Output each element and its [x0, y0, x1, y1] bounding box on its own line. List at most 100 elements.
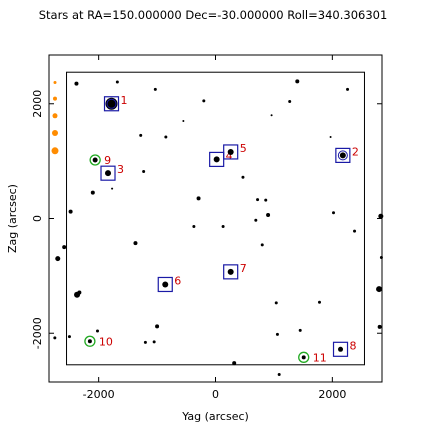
x-tick-label: -2000 — [83, 388, 115, 401]
field-star — [275, 332, 279, 336]
field-star — [376, 286, 383, 293]
legend-marker — [53, 81, 57, 85]
field-star — [264, 198, 268, 202]
star-8 — [338, 346, 344, 352]
field-star — [353, 229, 357, 233]
acq-circle-11 — [298, 351, 310, 363]
star-4 — [213, 156, 220, 163]
field-stars — [53, 79, 384, 377]
acq-circle-9 — [89, 154, 101, 166]
star-box-6 — [157, 276, 173, 293]
x-tick-labels: -2000 0 2000 — [83, 388, 347, 401]
field-star — [77, 290, 82, 295]
field-star — [164, 135, 168, 139]
star-label-8: 8 — [350, 339, 357, 352]
star-label-9: 9 — [104, 154, 111, 167]
field-star — [346, 87, 350, 91]
field-star — [221, 225, 225, 229]
y-tick-label: 0 — [31, 215, 44, 222]
guide-circle-2 — [337, 150, 348, 161]
star-5 — [227, 148, 234, 155]
star-7 — [227, 268, 234, 275]
field-star — [329, 136, 332, 139]
plot-frame — [48, 54, 383, 383]
field-star — [254, 218, 258, 222]
legend-marker — [52, 130, 58, 137]
field-star — [74, 81, 79, 86]
field-star — [182, 119, 185, 122]
star-11 — [301, 355, 306, 360]
star-box-2 — [335, 147, 351, 163]
field-star — [277, 373, 281, 377]
star-label-6: 6 — [174, 274, 181, 287]
star-3 — [105, 170, 112, 177]
field-star — [192, 225, 196, 229]
legend-marker — [53, 96, 57, 101]
star-label-11: 11 — [313, 351, 327, 364]
field-star — [139, 133, 143, 137]
field-star — [256, 198, 260, 202]
field-star — [196, 196, 201, 201]
y-tick-label: -2000 — [31, 317, 44, 349]
star-box-8 — [332, 341, 349, 357]
star-6 — [162, 281, 169, 288]
field-star — [68, 209, 73, 214]
field-star — [241, 175, 245, 179]
field-star — [53, 336, 57, 340]
star-box-3 — [100, 165, 116, 181]
field-star — [152, 340, 156, 344]
star-label-5: 5 — [240, 142, 247, 155]
field-star — [133, 241, 138, 246]
selected-stars: 1 2 3 45 6 7 8 9 10 11 — [84, 94, 359, 364]
legend-marker — [51, 147, 59, 155]
field-star — [288, 99, 292, 103]
x-axis-label: Yag (arcsec) — [181, 410, 249, 423]
star-label-7: 7 — [240, 262, 247, 275]
star-label-1: 1 — [121, 94, 128, 107]
acq-circle-10 — [84, 335, 96, 347]
field-star — [143, 340, 147, 344]
star-box-1 — [103, 96, 120, 112]
field-star — [377, 324, 382, 329]
field-star — [274, 301, 278, 305]
star-label-4: 4 — [226, 149, 233, 162]
field-star — [298, 328, 302, 332]
field-star — [55, 256, 61, 262]
axis-ticks — [49, 55, 382, 382]
y-axis-label: Zag (arcsec) — [6, 184, 19, 253]
star-label-10: 10 — [99, 335, 113, 348]
star-box-7 — [223, 264, 239, 280]
field-star — [295, 79, 300, 84]
star-2 — [339, 152, 346, 159]
y-tick-labels: -2000 0 2000 — [31, 90, 44, 349]
field-star — [90, 190, 95, 195]
star-box-5 — [223, 144, 239, 160]
field-star — [379, 256, 383, 260]
legend-marker — [52, 113, 58, 119]
field-star — [155, 324, 160, 329]
field-star — [378, 213, 384, 219]
x-tick-label: 2000 — [318, 388, 346, 401]
field-star — [62, 245, 67, 250]
field-star — [270, 114, 273, 117]
x-tick-label: 0 — [212, 388, 219, 401]
magnitude-legend — [51, 81, 59, 155]
y-tick-label: 2000 — [31, 90, 44, 118]
field-star — [153, 87, 157, 91]
field-star — [332, 211, 336, 215]
field-star — [67, 335, 71, 339]
star-label-2: 2 — [352, 145, 359, 158]
field-star — [260, 243, 264, 247]
field-star — [202, 99, 206, 103]
field-star — [266, 213, 271, 218]
field-star — [115, 80, 119, 84]
star-label-3: 3 — [117, 163, 124, 176]
chart-title: Stars at RA=150.000000 Dec=-30.000000 Ro… — [39, 8, 388, 22]
star-9 — [92, 157, 98, 163]
field-star — [111, 187, 114, 190]
field-star — [232, 361, 237, 366]
guide-circle-1 — [106, 98, 117, 109]
fov-box — [66, 71, 365, 366]
field-star — [142, 169, 146, 173]
